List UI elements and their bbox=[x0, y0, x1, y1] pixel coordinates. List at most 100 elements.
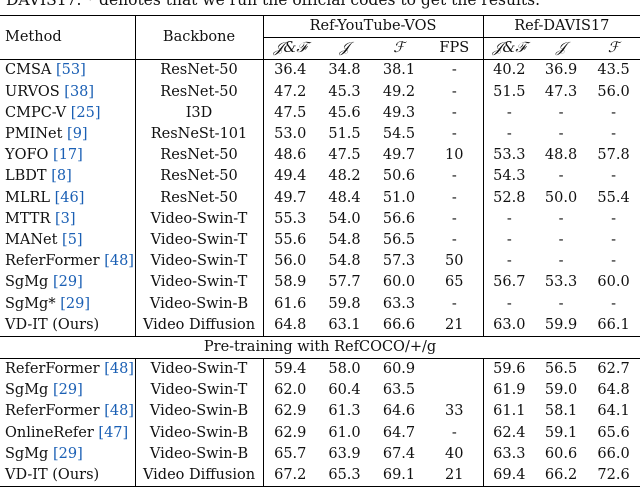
citation-link[interactable]: [53] bbox=[55, 62, 86, 79]
citation-link[interactable]: [9] bbox=[67, 126, 88, 143]
citation-link[interactable]: [17] bbox=[53, 147, 83, 164]
backbone-cell: ResNet-50 bbox=[135, 166, 264, 188]
score-cell-fps: - bbox=[426, 208, 484, 230]
citation-link[interactable]: [5] bbox=[62, 231, 83, 248]
table-row: MTTR [3] Video-Swin-T 55.3 54.0 56.6- - - - bbox=[0, 208, 640, 230]
method-cell: VD-IT (Ours) bbox=[0, 464, 136, 487]
score-cell-yt-j: 57.7 bbox=[328, 274, 361, 291]
score-cell-yt-j: 61.0 bbox=[328, 424, 361, 441]
backbone-cell: ResNet-50 bbox=[135, 81, 264, 103]
score-cell-dv-jf: 63.3 bbox=[493, 445, 526, 462]
score-cell-yt-f: 69.1 bbox=[372, 464, 426, 487]
method-cell: URVOS [38] bbox=[0, 81, 136, 103]
score-cell-dv-jf: - bbox=[506, 126, 512, 143]
method-cell: LBDT [8] bbox=[0, 166, 136, 188]
results-table: Method Backbone Ref-YouTube-VOS Ref-DAVI… bbox=[0, 14, 640, 487]
backbone-cell: Video-Swin-B bbox=[135, 293, 264, 315]
method-name: ReferFormer bbox=[5, 361, 100, 378]
score-cell-yt-jf: 58.9 bbox=[274, 274, 307, 291]
backbone-cell: Video-Swin-B bbox=[135, 401, 264, 423]
ref-davis17-header: Ref-DAVIS17 bbox=[483, 14, 640, 39]
score-cell-yt-jf: 49.4 bbox=[274, 168, 307, 185]
table-row: ReferFormer [48] Video-Swin-T 56.0 54.8 57.3… bbox=[0, 251, 640, 273]
method-name: VD-IT (Ours) bbox=[5, 467, 100, 484]
score-cell-yt-jf: 53.0 bbox=[274, 126, 307, 143]
score-cell-dv-f: - bbox=[611, 231, 616, 248]
table-row: VD-IT (Ours) Video Diffusion 64.8 63.1 66.6 2… bbox=[0, 314, 640, 337]
score-cell-dv-f: 60.0 bbox=[597, 274, 630, 291]
score-cell-dv-j: - bbox=[558, 253, 564, 270]
fps-header: FPS bbox=[426, 37, 484, 60]
score-cell-fps: - bbox=[426, 81, 484, 103]
score-cell-yt-f: 49.3 bbox=[382, 104, 416, 121]
results-group-b: ReferFormer [48] Video-Swin-T 59.4 58.0 60.9… bbox=[0, 358, 640, 487]
table-caption: DAVIS17. * denotes that we run the offic… bbox=[6, 0, 541, 9]
citation-link[interactable]: [3] bbox=[55, 210, 76, 227]
score-cell-dv-f: 55.4 bbox=[597, 189, 630, 206]
score-cell-dv-j: - bbox=[558, 104, 564, 121]
score-cell-yt-f: 63.5 bbox=[382, 382, 416, 399]
score-cell-yt-f: 64.7 bbox=[382, 424, 416, 441]
citation-link[interactable]: [29] bbox=[52, 382, 83, 399]
backbone-cell: Video-Swin-T bbox=[135, 251, 264, 273]
score-cell-yt-j: 60.4 bbox=[328, 382, 361, 399]
method-cell: ReferFormer [48] bbox=[0, 358, 136, 381]
yt-f-header: ℱ bbox=[393, 40, 405, 57]
method-cell: MANet [5] bbox=[0, 229, 136, 252]
score-cell-dv-j: 53.3 bbox=[544, 274, 578, 291]
section-divider: Pre-training with RefCOCO/+/g bbox=[0, 335, 640, 359]
yt-jf-header: 𝒥&ℱ bbox=[273, 40, 308, 57]
citation-link[interactable]: [25] bbox=[70, 104, 101, 121]
score-cell-dv-jf: - bbox=[506, 231, 512, 248]
score-cell-yt-j: 51.5 bbox=[328, 126, 361, 143]
score-cell-yt-j: 61.3 bbox=[328, 403, 361, 420]
score-cell-dv-j: 50.0 bbox=[544, 189, 578, 206]
score-cell-yt-j: 65.3 bbox=[317, 464, 372, 487]
citation-link[interactable]: [46] bbox=[54, 189, 85, 206]
citation-link[interactable]: [47] bbox=[98, 424, 129, 441]
table-row: MLRL [46] ResNet-50 49.7 48.4 51.0-52.8 50.0 5… bbox=[0, 187, 640, 209]
score-cell-dv-j: - bbox=[558, 295, 564, 312]
method-name: SgMg bbox=[5, 382, 49, 399]
dv-jf-header: 𝒥&ℱ bbox=[492, 40, 527, 57]
method-cell: SgMg [29] bbox=[0, 443, 136, 465]
method-name: SgMg bbox=[5, 445, 49, 462]
score-cell-fps: - bbox=[426, 102, 484, 124]
score-cell-yt-f: 51.0 bbox=[382, 189, 416, 206]
method-cell: CMPC-V [25] bbox=[0, 102, 136, 124]
citation-link[interactable]: [48] bbox=[104, 253, 134, 270]
score-cell-dv-f: 62.7 bbox=[587, 358, 640, 381]
score-cell-fps: 65 bbox=[426, 272, 484, 294]
score-cell-yt-jf: 67.2 bbox=[263, 464, 317, 487]
table-row: PMINet [9] ResNeSt-101 53.0 51.5 54.5- - - - bbox=[0, 123, 640, 146]
score-cell-yt-jf: 62.9 bbox=[274, 403, 307, 420]
score-cell-dv-jf: 62.4 bbox=[493, 424, 526, 441]
header-row-1: Method Backbone Ref-YouTube-VOS Ref-DAVI… bbox=[0, 14, 640, 60]
score-cell-dv-f: 66.0 bbox=[597, 445, 630, 462]
citation-link[interactable]: [48] bbox=[104, 361, 134, 378]
score-cell-yt-j: 34.8 bbox=[317, 59, 372, 82]
score-cell-dv-jf: 61.1 bbox=[493, 403, 526, 420]
score-cell-dv-jf: 54.3 bbox=[493, 168, 526, 185]
results-group-a: CMSA [53] ResNet-50 36.4 34.8 38.1-40.2 36.9 4… bbox=[0, 59, 640, 337]
score-cell-dv-j: 58.1 bbox=[544, 403, 578, 420]
citation-link[interactable]: [29] bbox=[52, 445, 83, 462]
score-cell-yt-j: 63.9 bbox=[328, 445, 361, 462]
citation-link[interactable]: [29] bbox=[52, 274, 83, 291]
citation-link[interactable]: [38] bbox=[64, 83, 95, 100]
citation-link[interactable]: [29] bbox=[60, 295, 90, 312]
score-cell-dv-jf: 61.9 bbox=[493, 382, 526, 399]
citation-link[interactable]: [8] bbox=[51, 168, 72, 185]
backbone-cell: ResNet-50 bbox=[135, 59, 264, 82]
score-cell-fps: 21 bbox=[426, 464, 484, 487]
citation-link[interactable]: [48] bbox=[104, 403, 134, 420]
table-row: ReferFormer [48] Video-Swin-T 59.4 58.0 60.9… bbox=[0, 358, 640, 381]
score-cell-yt-jf: 65.7 bbox=[274, 445, 307, 462]
score-cell-dv-f: 64.1 bbox=[597, 403, 630, 420]
score-cell-dv-j: 59.1 bbox=[544, 424, 578, 441]
score-cell-dv-f: 72.6 bbox=[587, 464, 640, 487]
score-cell-yt-f: 54.5 bbox=[382, 126, 416, 143]
score-cell-yt-jf: 56.0 bbox=[274, 253, 307, 270]
method-name: ReferFormer bbox=[5, 253, 100, 270]
score-cell-fps: - bbox=[426, 293, 484, 315]
